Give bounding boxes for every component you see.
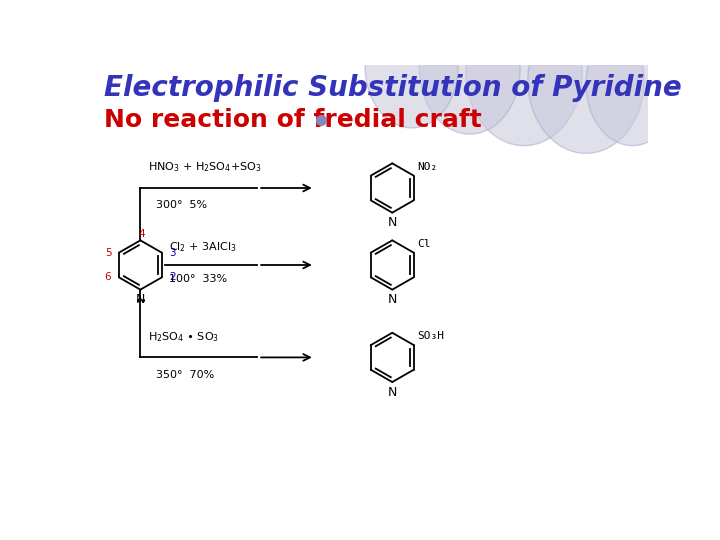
Text: 300°  5%: 300° 5% bbox=[156, 200, 207, 210]
Text: HNO$_3$ + H$_2$SO$_4$+SO$_3$: HNO$_3$ + H$_2$SO$_4$+SO$_3$ bbox=[148, 160, 262, 174]
Text: 5: 5 bbox=[104, 248, 112, 258]
Text: 4: 4 bbox=[139, 229, 145, 239]
Text: N: N bbox=[387, 294, 397, 307]
Text: 3: 3 bbox=[169, 248, 176, 258]
Text: N: N bbox=[387, 386, 397, 399]
Text: 100°  33%: 100° 33% bbox=[169, 274, 228, 284]
Text: No reaction of fredial craft: No reaction of fredial craft bbox=[104, 108, 482, 132]
Text: 6: 6 bbox=[104, 272, 112, 282]
Ellipse shape bbox=[586, 23, 679, 146]
Text: Cl$_2$ + 3AlCl$_3$: Cl$_2$ + 3AlCl$_3$ bbox=[169, 240, 237, 254]
Text: Cl: Cl bbox=[418, 239, 431, 249]
Text: Electrophilic Substitution of Pyridine: Electrophilic Substitution of Pyridine bbox=[104, 74, 682, 102]
Text: H$_2$SO$_4$ $\bullet$ SO$_3$: H$_2$SO$_4$ $\bullet$ SO$_3$ bbox=[148, 330, 219, 343]
Text: NO₂: NO₂ bbox=[418, 162, 438, 172]
Text: 350°  70%: 350° 70% bbox=[156, 370, 214, 380]
Ellipse shape bbox=[466, 0, 582, 146]
Text: 2: 2 bbox=[169, 272, 176, 282]
Text: N: N bbox=[135, 294, 145, 307]
Text: N: N bbox=[387, 217, 397, 230]
Ellipse shape bbox=[419, 3, 520, 134]
Ellipse shape bbox=[365, 5, 458, 128]
Text: SO₃H: SO₃H bbox=[418, 331, 445, 341]
Ellipse shape bbox=[528, 7, 644, 153]
